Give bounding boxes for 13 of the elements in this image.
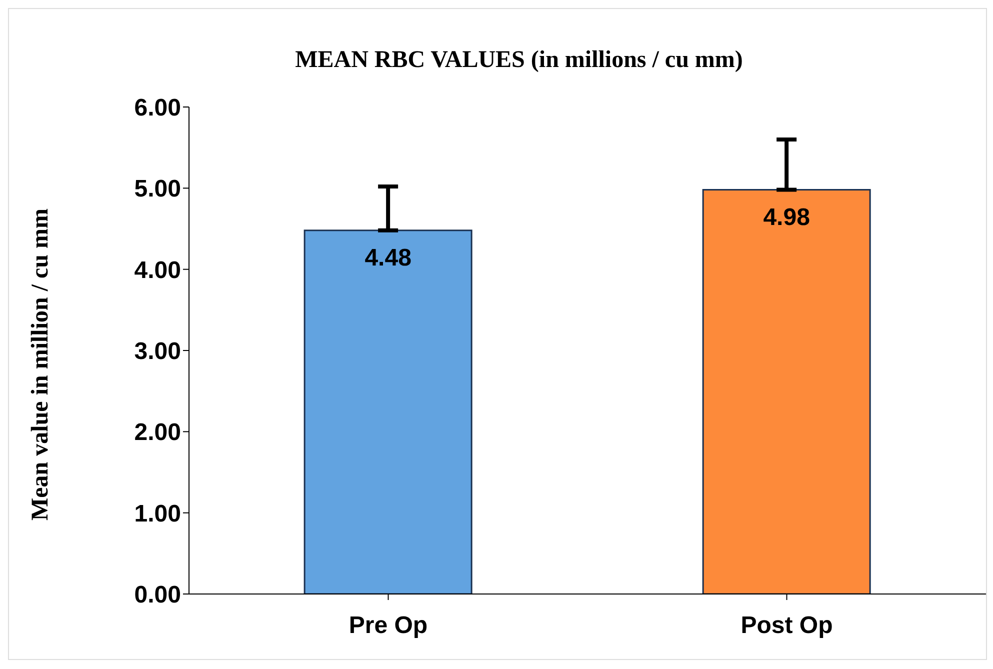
y-tick-label: 0.00 bbox=[134, 582, 181, 609]
y-tick-label: 6.00 bbox=[134, 94, 181, 122]
y-axis-title: Mean value in million / cu mm bbox=[28, 208, 54, 520]
y-tick-label: 1.00 bbox=[134, 500, 181, 528]
y-tick-label: 2.00 bbox=[134, 419, 181, 446]
y-tick-label: 5.00 bbox=[134, 176, 181, 203]
x-tick-label: Post Op bbox=[740, 612, 833, 640]
chart-title: MEAN RBC VALUES (in millions / cu mm) bbox=[294, 47, 744, 74]
data-label: 4.48 bbox=[364, 244, 412, 272]
y-tick-label: 4.00 bbox=[134, 256, 181, 284]
y-tick-label: 3.00 bbox=[134, 338, 181, 366]
data-label: 4.98 bbox=[763, 204, 810, 231]
x-tick-label: Pre Op bbox=[348, 612, 428, 640]
